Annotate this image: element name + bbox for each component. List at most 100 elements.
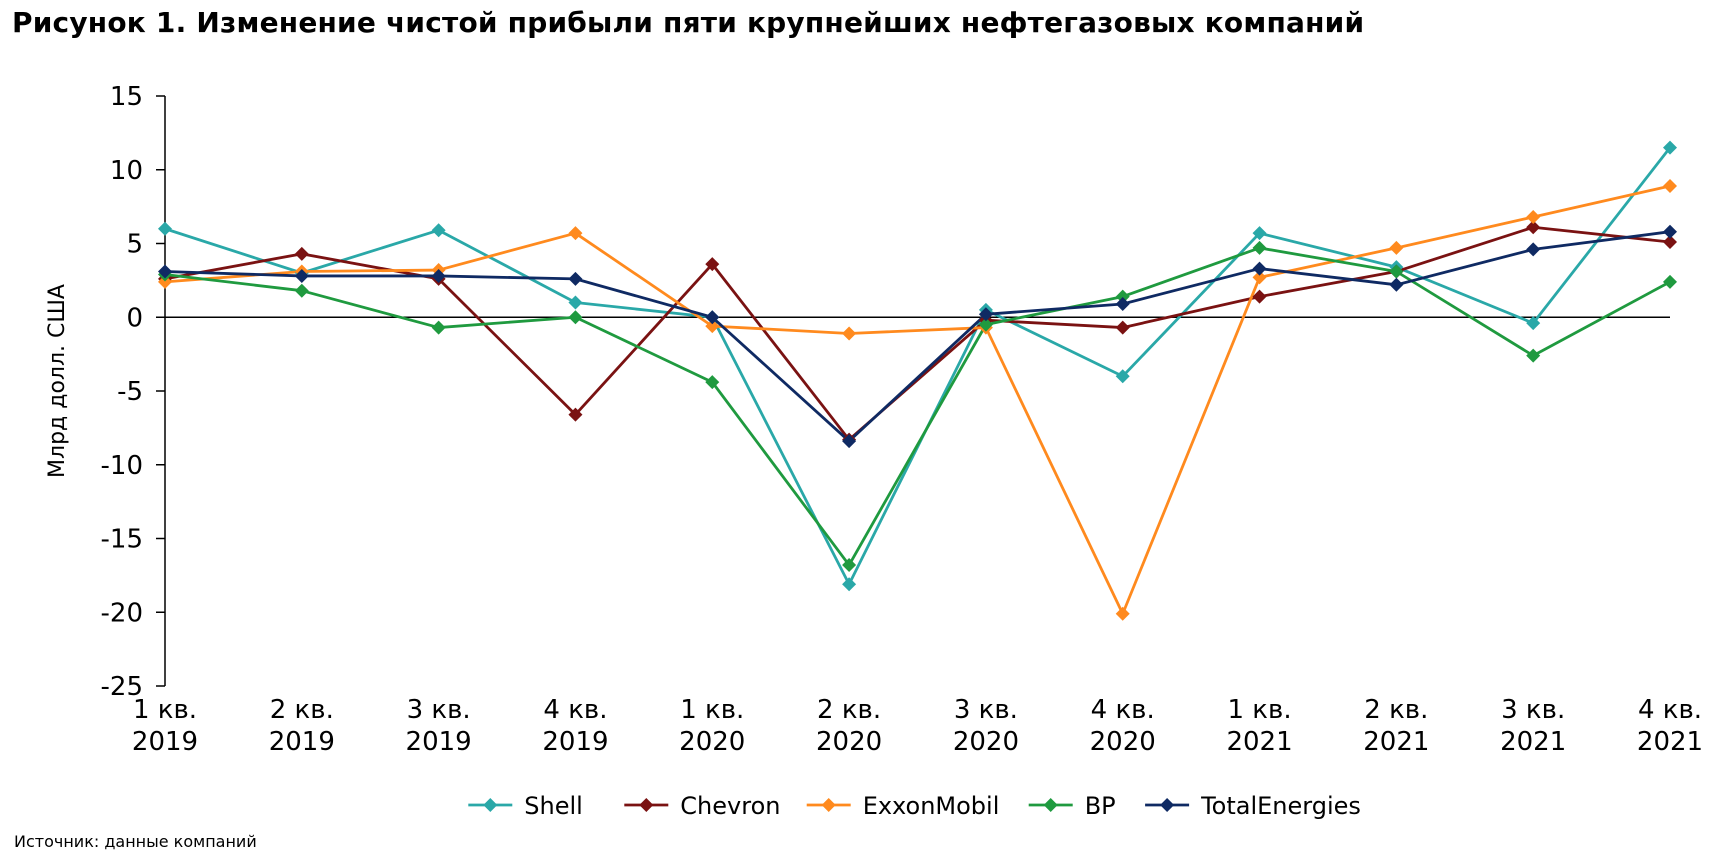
x-tick-label: 2021 — [1500, 727, 1566, 757]
series-line-chevron — [164, 225, 1671, 442]
x-tick-label: 2 кв. — [1364, 695, 1428, 725]
legend-label-bp: BP — [1085, 792, 1116, 820]
data-point-totalenergies — [1663, 224, 1677, 239]
data-point-exxonmobil — [842, 326, 857, 341]
x-tick-label: 2021 — [1226, 727, 1292, 757]
data-point-exxonmobil — [158, 274, 172, 289]
data-point-exxonmobil — [568, 226, 583, 241]
data-point-exxonmobil — [1389, 240, 1404, 255]
data-point-chevron — [1115, 320, 1130, 335]
legend-marker-totalenergies — [1160, 798, 1175, 812]
x-tick-label: 3 кв. — [407, 695, 471, 725]
series-line-exxonmobil — [164, 184, 1671, 616]
data-point-bp — [842, 558, 857, 573]
y-tick-label: 0 — [126, 303, 143, 333]
data-point-shell — [568, 295, 583, 310]
legend-label-shell: Shell — [524, 792, 583, 820]
x-tick-label: 4 кв. — [543, 695, 607, 725]
y-tick-label: -5 — [117, 377, 143, 407]
series-lines — [164, 146, 1672, 616]
data-point-shell — [842, 577, 857, 592]
data-point-chevron — [1252, 289, 1267, 304]
data-point-bp — [705, 375, 720, 390]
x-tick-label: 2019 — [132, 727, 198, 757]
x-tick-label: 1 кв. — [1227, 695, 1291, 725]
y-tick-label: -10 — [101, 451, 143, 481]
data-point-bp — [1526, 348, 1541, 363]
legend-label-chevron: Chevron — [680, 792, 780, 820]
data-point-bp — [1389, 264, 1404, 279]
data-point-chevron — [705, 257, 720, 272]
legend-marker-shell — [483, 798, 498, 812]
data-point-totalenergies — [1526, 242, 1541, 257]
data-point-chevron — [568, 407, 583, 422]
y-tick-label: -15 — [101, 525, 143, 555]
data-point-exxonmobil — [705, 319, 720, 334]
x-tick-label: 2020 — [679, 727, 745, 757]
data-point-totalenergies — [1252, 261, 1267, 276]
y-axis-label: Млрд долл. США — [45, 284, 70, 478]
data-point-totalenergies — [705, 310, 720, 325]
source-note: Источник: данные компаний — [14, 832, 257, 851]
data-point-exxonmobil — [1526, 209, 1541, 224]
data-point-shell — [431, 223, 446, 238]
series-line-totalenergies — [164, 230, 1671, 443]
legend-label-totalenergies: TotalEnergies — [1200, 792, 1361, 820]
y-tick-label: -25 — [101, 672, 143, 702]
data-point-chevron — [1526, 220, 1541, 235]
data-point-shell — [158, 221, 172, 236]
data-point-bp — [431, 320, 446, 335]
data-point-totalenergies — [1115, 296, 1130, 311]
data-point-exxonmobil — [1663, 178, 1677, 193]
data-point-totalenergies — [1389, 277, 1404, 292]
y-tick-label: 10 — [110, 156, 143, 186]
data-point-totalenergies — [568, 271, 583, 286]
x-tick-label: 4 кв. — [1091, 695, 1155, 725]
data-point-shell — [1663, 140, 1677, 155]
x-tick-label: 1 кв. — [680, 695, 744, 725]
data-point-totalenergies — [294, 268, 309, 283]
series-markers — [158, 140, 1677, 621]
data-point-shell — [1526, 316, 1541, 331]
x-tick-label: 2019 — [542, 727, 608, 757]
data-point-bp — [1252, 240, 1267, 255]
data-point-chevron — [1663, 235, 1677, 250]
data-point-bp — [568, 310, 583, 325]
x-tick-label: 2020 — [953, 727, 1019, 757]
legend-marker-exxonmobil — [821, 798, 836, 812]
legend-marker-chevron — [639, 798, 654, 812]
data-point-bp — [1115, 289, 1130, 304]
data-point-exxonmobil — [1252, 270, 1267, 285]
series-line-shell — [164, 146, 1672, 586]
x-tick-label: 3 кв. — [954, 695, 1018, 725]
x-tick-label: 2020 — [1090, 727, 1156, 757]
data-point-shell — [1115, 369, 1130, 384]
x-tick-label: 2019 — [406, 727, 472, 757]
data-point-totalenergies — [431, 268, 446, 283]
x-tick-label: 2021 — [1637, 727, 1703, 757]
x-tick-label: 4 кв. — [1638, 695, 1702, 725]
x-tick-label: 2021 — [1363, 727, 1429, 757]
data-point-bp — [294, 283, 309, 298]
x-tick-label: 3 кв. — [1501, 695, 1565, 725]
x-tick-label: 2019 — [269, 727, 335, 757]
data-point-totalenergies — [842, 434, 857, 449]
x-tick-label: 2 кв. — [270, 695, 334, 725]
data-point-shell — [1252, 226, 1267, 241]
data-point-bp — [978, 317, 993, 332]
chart-legend: Shell Chevron ExxonMobil BP TotalEnergies — [468, 792, 1361, 820]
x-tick-label: 1 кв. — [133, 695, 197, 725]
chart-title: Рисунок 1. Изменение чистой прибыли пяти… — [12, 6, 1365, 39]
y-tick-label: -20 — [101, 598, 143, 628]
x-tick-label: 2020 — [816, 727, 882, 757]
data-point-totalenergies — [978, 307, 993, 322]
data-point-totalenergies — [158, 264, 172, 279]
series-line-bp — [164, 246, 1671, 567]
legend-label-exxonmobil: ExxonMobil — [863, 792, 1000, 820]
y-tick-label: 15 — [110, 82, 143, 112]
legend-marker-bp — [1043, 798, 1058, 812]
data-point-bp — [1663, 274, 1677, 289]
data-point-exxonmobil — [1115, 606, 1130, 621]
